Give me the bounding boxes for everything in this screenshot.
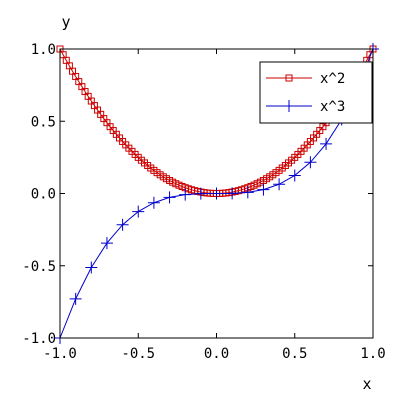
data-point bbox=[116, 218, 129, 231]
data-point bbox=[226, 187, 239, 200]
data-point bbox=[304, 156, 317, 169]
data-point bbox=[69, 292, 82, 305]
data-point bbox=[85, 261, 98, 274]
x-tick-label: 0.0 bbox=[204, 346, 229, 362]
x-tick-label: -0.5 bbox=[121, 346, 155, 362]
y-tick-label: 1.0 bbox=[31, 42, 56, 58]
data-point bbox=[288, 169, 301, 182]
data-point bbox=[273, 178, 286, 191]
y-tick-label: -1.0 bbox=[22, 331, 56, 347]
data-point bbox=[163, 191, 176, 204]
y-tick-label: 0.0 bbox=[31, 187, 56, 203]
data-point bbox=[257, 183, 270, 196]
ticks-layer: -1.0 -0.5 0.0 0.5 1.0 -1.0 -0.5 0.0 0.5 1.0 bbox=[22, 42, 385, 362]
x-tick-label: 1.0 bbox=[360, 346, 385, 362]
y-tick-label: -0.5 bbox=[22, 259, 56, 275]
x-axis-label: x bbox=[362, 375, 371, 393]
x-tick-label: 0.5 bbox=[282, 346, 307, 362]
legend-text-x2: x^2 bbox=[320, 71, 345, 87]
legend: x^2 x^3 bbox=[259, 61, 373, 124]
data-point bbox=[132, 205, 145, 218]
data-point bbox=[210, 187, 223, 200]
legend-marker-x2 bbox=[285, 74, 293, 82]
data-point bbox=[147, 196, 160, 209]
legend-text-x3: x^3 bbox=[320, 99, 345, 115]
data-point bbox=[100, 237, 113, 250]
data-point bbox=[194, 187, 207, 200]
x-tick-label: -1.0 bbox=[43, 346, 77, 362]
y-tick-label: 0.5 bbox=[31, 114, 56, 130]
y-axis-label: y bbox=[61, 13, 70, 31]
legend-box bbox=[259, 61, 373, 124]
data-point bbox=[241, 186, 254, 199]
data-point bbox=[179, 188, 192, 201]
legend-marker-x3 bbox=[283, 100, 295, 112]
data-point bbox=[320, 137, 333, 150]
